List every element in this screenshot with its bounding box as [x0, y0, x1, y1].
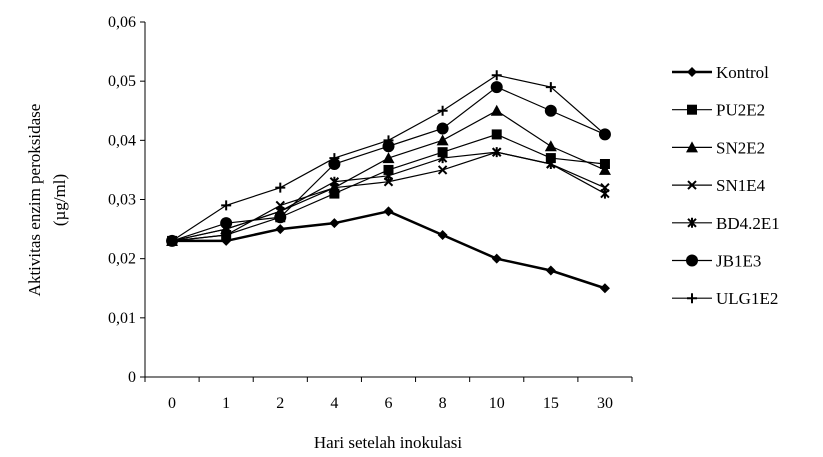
data-point — [492, 147, 502, 158]
legend-item: JB1E3 — [672, 252, 761, 271]
data-point — [490, 104, 503, 116]
legend-label: SN2E2 — [716, 138, 765, 157]
data-point — [382, 152, 395, 164]
data-point — [329, 218, 340, 229]
data-point — [274, 211, 287, 224]
legend-item: SN2E2 — [672, 138, 765, 157]
legend-item: ULG1E2 — [672, 289, 778, 308]
series-kontrol — [167, 206, 610, 294]
data-point — [437, 147, 448, 158]
x-ticks: 0 1 2 4 6 8 10 15 30 — [144, 377, 633, 412]
legend: Kontrol PU2E2 SN2E2 SN1E4 BD4.2E1 JB1E3 ULG1E2 — [672, 63, 780, 308]
data-point — [544, 104, 557, 117]
data-point — [437, 230, 448, 240]
plot-area — [144, 22, 632, 378]
y-ticks: 0 0,01 0,02 0,03 0,04 0,05 0,06 — [108, 14, 145, 386]
legend-label: ULG1E2 — [716, 289, 778, 308]
x-tick-label: 15 — [543, 395, 559, 412]
series-ulg1e2 — [167, 70, 610, 246]
data-point — [328, 158, 341, 170]
legend-marker — [687, 180, 697, 190]
x-axis-title: Hari setelah inokulasi — [314, 433, 463, 452]
data-point — [167, 235, 178, 246]
data-point — [329, 176, 340, 187]
legend-label: PU2E2 — [716, 101, 765, 120]
y-tick-label: 0,04 — [108, 132, 136, 149]
series-bd4-2e1 — [167, 147, 610, 246]
legend-marker — [687, 67, 697, 77]
data-point — [329, 153, 340, 164]
x-tick-label: 0 — [168, 395, 176, 412]
data-point — [599, 283, 610, 294]
legend-marker — [686, 141, 698, 153]
data-point — [546, 159, 556, 169]
y-tick-label: 0,03 — [108, 192, 136, 209]
data-point — [490, 81, 503, 94]
data-point — [275, 224, 286, 235]
x-tick-label: 1 — [222, 395, 230, 412]
y-tick-label: 0 — [128, 369, 136, 386]
data-point — [383, 170, 394, 181]
data-point — [383, 135, 394, 146]
legend-item: Kontrol — [672, 63, 769, 82]
data-point — [436, 122, 449, 135]
legend-marker — [687, 217, 697, 228]
y-tick-label: 0,06 — [108, 14, 136, 31]
x-tick-label: 30 — [597, 395, 613, 412]
data-point — [437, 153, 448, 164]
legend-label: Kontrol — [716, 63, 769, 82]
data-point — [383, 206, 394, 217]
data-point — [491, 253, 502, 264]
y-tick-label: 0,01 — [108, 310, 136, 327]
data-point — [598, 163, 611, 175]
data-point — [544, 140, 557, 152]
y-axis-title-line2: (µg/ml) — [50, 174, 69, 226]
data-point — [491, 129, 502, 140]
x-tick-label: 10 — [489, 395, 505, 412]
y-axis-title-line1: Aktivitas enzim peroksidase — [25, 104, 44, 297]
x-tick-label: 8 — [439, 395, 447, 412]
x-tick-label: 4 — [330, 395, 338, 412]
legend-item: PU2E2 — [672, 101, 765, 120]
data-point — [545, 82, 556, 93]
legend-item: SN1E4 — [672, 176, 766, 195]
y-tick-label: 0,05 — [108, 73, 136, 90]
legend-item: BD4.2E1 — [672, 214, 780, 233]
series-line — [171, 86, 606, 242]
legend-label: BD4.2E1 — [716, 214, 780, 233]
y-tick-label: 0,02 — [108, 251, 136, 268]
legend-label: SN1E4 — [716, 176, 766, 195]
data-point — [220, 217, 233, 230]
series-layer — [166, 70, 611, 294]
data-point — [383, 164, 394, 175]
data-point — [545, 153, 556, 164]
data-point — [491, 70, 502, 81]
data-point — [600, 188, 610, 199]
legend-marker — [686, 254, 698, 267]
series-jb1e3 — [166, 81, 611, 247]
y-axis-title: Aktivitas enzim peroksidase (µg/ml) — [25, 104, 69, 297]
series-line — [172, 210, 606, 290]
data-point — [221, 200, 232, 211]
legend-marker — [687, 293, 697, 304]
data-point — [382, 140, 395, 153]
data-point — [599, 129, 610, 140]
legend-marker — [687, 104, 697, 115]
data-point — [275, 182, 286, 193]
data-point — [436, 134, 449, 146]
data-point — [545, 265, 556, 276]
legend-label: JB1E3 — [716, 252, 761, 271]
x-tick-label: 2 — [276, 395, 284, 412]
data-point — [329, 188, 340, 199]
data-point — [437, 165, 448, 175]
x-tick-label: 6 — [385, 395, 393, 412]
data-point — [437, 105, 448, 116]
